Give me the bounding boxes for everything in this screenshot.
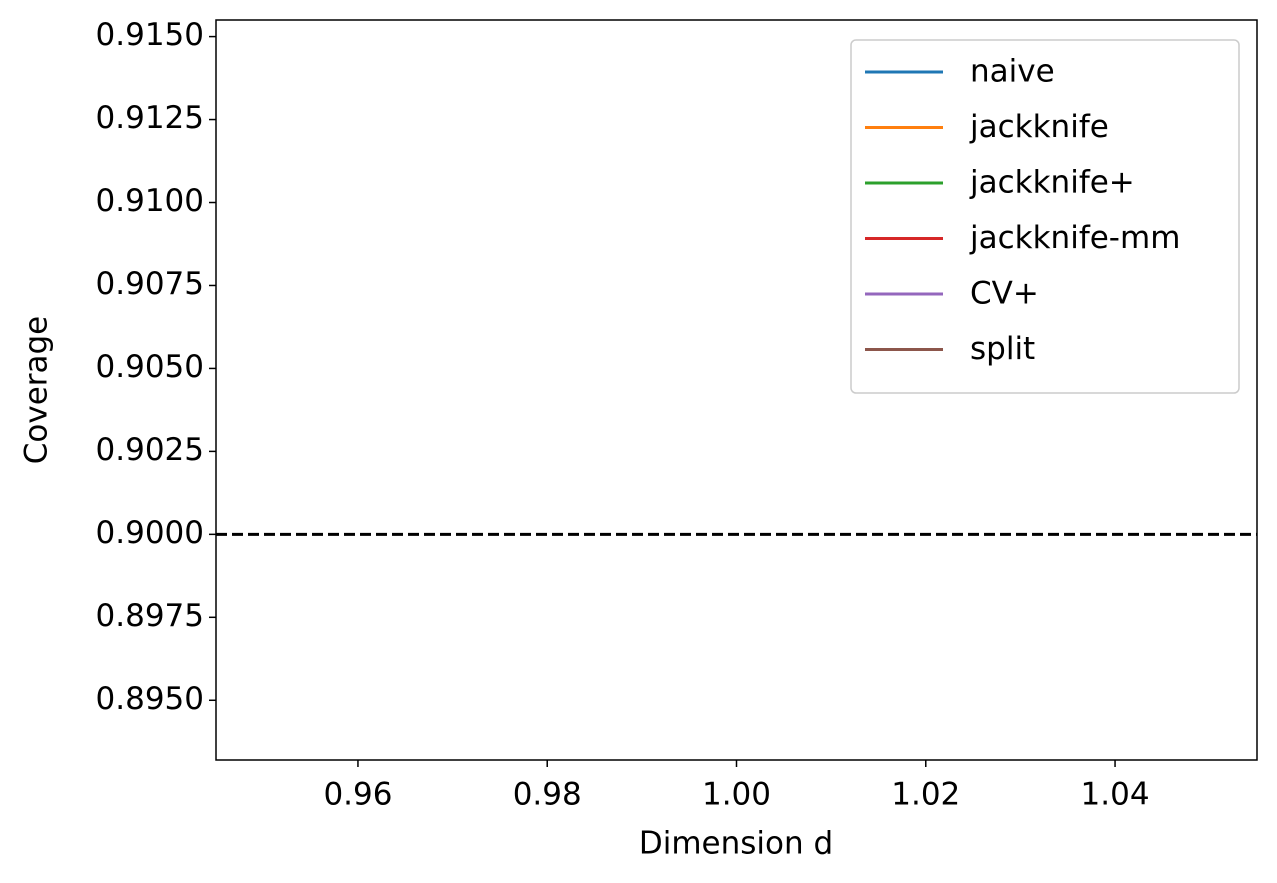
legend-label: CV+ [970, 276, 1039, 312]
y-tick-label: 0.9025 [96, 432, 204, 468]
legend-label: jackknife [969, 109, 1109, 145]
y-tick-label: 0.9125 [96, 100, 204, 136]
x-axis-label: Dimension d [639, 826, 833, 862]
x-tick-label: 1.02 [891, 777, 960, 813]
y-tick-label: 0.9100 [96, 183, 204, 219]
y-axis-label: Coverage [19, 316, 55, 465]
y-tick-label: 0.8975 [96, 598, 204, 634]
y-tick-label: 0.9050 [96, 349, 204, 385]
legend-label: split [970, 331, 1035, 367]
y-tick-label: 0.9075 [96, 266, 204, 302]
x-tick-label: 0.98 [513, 777, 582, 813]
y-tick-label: 0.9000 [96, 515, 204, 551]
legend-label: jackknife+ [969, 165, 1135, 201]
plot-frame [215, 19, 1258, 761]
x-tick-label: 0.96 [323, 777, 392, 813]
legend-label: jackknife-mm [969, 220, 1180, 256]
legend-label: naive [970, 54, 1055, 90]
y-tick-label: 0.8950 [96, 681, 204, 717]
x-tick-label: 1.04 [1081, 777, 1150, 813]
legend-box [850, 39, 1240, 394]
x-tick-label: 1.00 [702, 777, 771, 813]
y-tick-label: 0.9150 [96, 17, 204, 53]
